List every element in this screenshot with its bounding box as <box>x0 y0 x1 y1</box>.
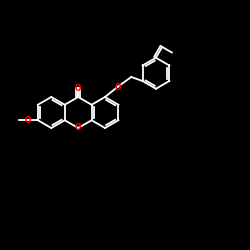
Text: O: O <box>75 84 82 93</box>
Text: O: O <box>75 124 82 132</box>
Text: O: O <box>25 116 31 125</box>
Text: O: O <box>114 82 121 92</box>
